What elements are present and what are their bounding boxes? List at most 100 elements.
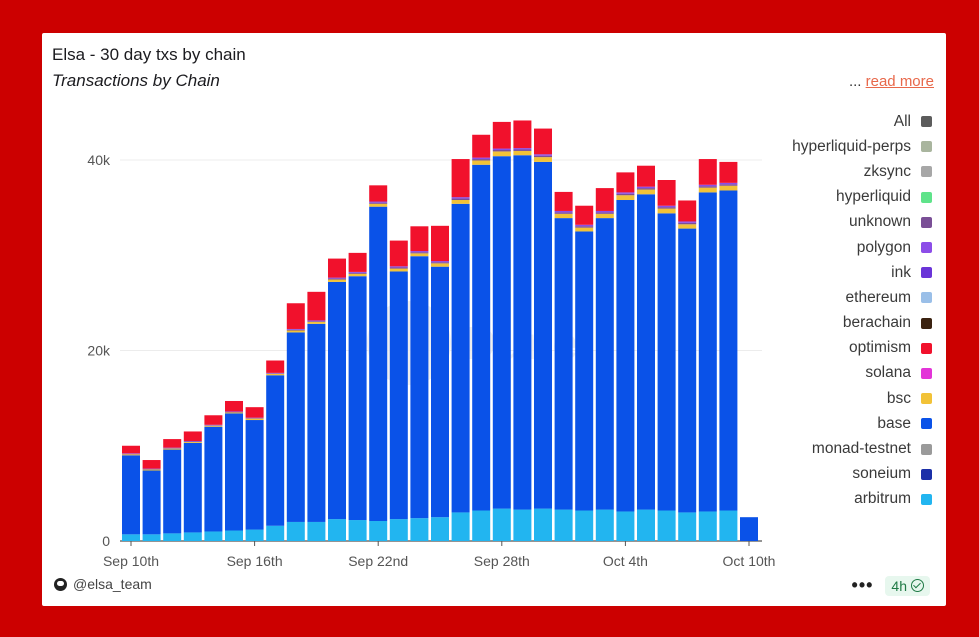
bar-optimism-16[interactable]: [451, 159, 470, 198]
bar-base-25[interactable]: [637, 194, 655, 510]
bar-arbitrum-5[interactable]: [225, 530, 243, 541]
bar-bsc-0[interactable]: [122, 454, 140, 456]
bar-base-0[interactable]: [122, 455, 140, 535]
bar-arbitrum-10[interactable]: [328, 519, 346, 541]
bar-base-10[interactable]: [328, 281, 346, 520]
bar-polygon-21[interactable]: [554, 210, 573, 213]
bar-unknown-10[interactable]: [328, 278, 346, 280]
bar-unknown-15[interactable]: [431, 262, 449, 264]
bar-bsc-6[interactable]: [245, 418, 264, 421]
bar-bsc-28[interactable]: [698, 187, 717, 193]
bar-bsc-26[interactable]: [657, 208, 676, 214]
bar-optimism-25[interactable]: [637, 165, 655, 187]
bar-arbitrum-11[interactable]: [348, 520, 367, 541]
bar-arbitrum-13[interactable]: [389, 519, 408, 541]
bar-bsc-12[interactable]: [369, 203, 388, 207]
bar-bsc-5[interactable]: [225, 412, 243, 414]
bar-optimism-1[interactable]: [142, 460, 161, 469]
legend-item-unknown[interactable]: unknown: [732, 210, 932, 235]
bar-arbitrum-25[interactable]: [637, 509, 655, 541]
bar-bsc-29[interactable]: [719, 185, 738, 191]
legend-item-solana[interactable]: solana: [732, 361, 932, 386]
bar-bsc-17[interactable]: [472, 160, 491, 165]
bar-optimism-9[interactable]: [307, 291, 326, 321]
bar-unknown-26[interactable]: [657, 207, 676, 209]
bar-arbitrum-24[interactable]: [616, 511, 635, 541]
bar-polygon-29[interactable]: [719, 182, 738, 185]
bar-polygon-24[interactable]: [616, 192, 635, 194]
bar-base-7[interactable]: [266, 375, 285, 526]
bar-polygon-27[interactable]: [678, 221, 697, 223]
bar-arbitrum-12[interactable]: [369, 520, 388, 541]
bar-arbitrum-3[interactable]: [183, 532, 202, 541]
legend-item-all[interactable]: All: [732, 109, 932, 134]
bar-optimism-12[interactable]: [369, 185, 388, 202]
legend-item-zksync[interactable]: zksync: [732, 159, 932, 184]
bar-polygon-9[interactable]: [307, 320, 326, 322]
legend-item-soneium[interactable]: soneium: [732, 462, 932, 487]
legend-item-polygon[interactable]: polygon: [732, 235, 932, 260]
bar-polygon-20[interactable]: [534, 154, 552, 156]
bar-base-21[interactable]: [554, 218, 573, 510]
bar-arbitrum-8[interactable]: [286, 521, 305, 541]
bar-bsc-22[interactable]: [575, 227, 594, 232]
bar-arbitrum-20[interactable]: [534, 508, 552, 541]
bar-optimism-17[interactable]: [472, 134, 491, 158]
bar-bsc-16[interactable]: [451, 200, 470, 204]
read-more-link[interactable]: read more: [865, 73, 934, 90]
bar-arbitrum-28[interactable]: [698, 511, 717, 541]
bar-polygon-11[interactable]: [348, 271, 367, 273]
bar-arbitrum-16[interactable]: [451, 512, 470, 541]
bar-optimism-7[interactable]: [266, 360, 285, 373]
bar-polygon-17[interactable]: [472, 157, 491, 160]
bar-optimism-26[interactable]: [657, 180, 676, 206]
bar-bsc-2[interactable]: [163, 448, 182, 450]
bar-optimism-13[interactable]: [389, 240, 408, 267]
bar-optimism-10[interactable]: [328, 258, 346, 278]
bar-arbitrum-21[interactable]: [554, 509, 573, 541]
bar-bsc-8[interactable]: [286, 330, 305, 333]
legend-item-base[interactable]: base: [732, 411, 932, 436]
bar-optimism-20[interactable]: [534, 128, 552, 155]
bar-polygon-22[interactable]: [575, 224, 594, 227]
legend-item-ink[interactable]: ink: [732, 260, 932, 285]
bar-optimism-29[interactable]: [719, 161, 738, 183]
bar-base-4[interactable]: [204, 426, 223, 532]
bar-bsc-3[interactable]: [183, 441, 202, 443]
bar-unknown-22[interactable]: [575, 226, 594, 228]
bar-optimism-8[interactable]: [286, 303, 305, 329]
bar-unknown-27[interactable]: [678, 222, 697, 225]
bar-base-11[interactable]: [348, 276, 367, 521]
bar-bsc-1[interactable]: [142, 469, 161, 471]
bar-unknown-29[interactable]: [719, 184, 738, 186]
bar-unknown-14[interactable]: [410, 252, 429, 254]
bar-optimism-2[interactable]: [163, 439, 182, 448]
bar-polygon-14[interactable]: [410, 251, 429, 253]
more-options-icon[interactable]: •••: [851, 575, 874, 595]
bar-polygon-13[interactable]: [389, 266, 408, 268]
bar-unknown-12[interactable]: [369, 202, 388, 204]
bar-bsc-15[interactable]: [431, 263, 449, 267]
bar-base-2[interactable]: [163, 449, 182, 534]
bar-base-30[interactable]: [740, 517, 758, 541]
bar-base-20[interactable]: [534, 161, 552, 509]
legend-item-berachain[interactable]: berachain: [732, 311, 932, 336]
bar-bsc-24[interactable]: [616, 195, 635, 201]
bar-arbitrum-29[interactable]: [719, 510, 738, 541]
bar-base-17[interactable]: [472, 164, 491, 511]
bar-polygon-28[interactable]: [698, 184, 717, 187]
bar-base-16[interactable]: [451, 203, 470, 513]
bar-polygon-8[interactable]: [286, 328, 305, 330]
bar-polygon-26[interactable]: [657, 205, 676, 208]
bar-bsc-13[interactable]: [389, 268, 408, 272]
bar-unknown-21[interactable]: [554, 212, 573, 214]
bar-optimism-15[interactable]: [431, 225, 449, 262]
bar-polygon-19[interactable]: [513, 148, 532, 150]
bar-bsc-11[interactable]: [348, 273, 367, 277]
bar-arbitrum-4[interactable]: [204, 531, 223, 541]
bar-unknown-8[interactable]: [286, 329, 305, 331]
bar-base-1[interactable]: [142, 470, 161, 535]
bar-optimism-4[interactable]: [204, 415, 223, 425]
bar-unknown-9[interactable]: [307, 321, 326, 322]
bar-base-13[interactable]: [389, 271, 408, 520]
